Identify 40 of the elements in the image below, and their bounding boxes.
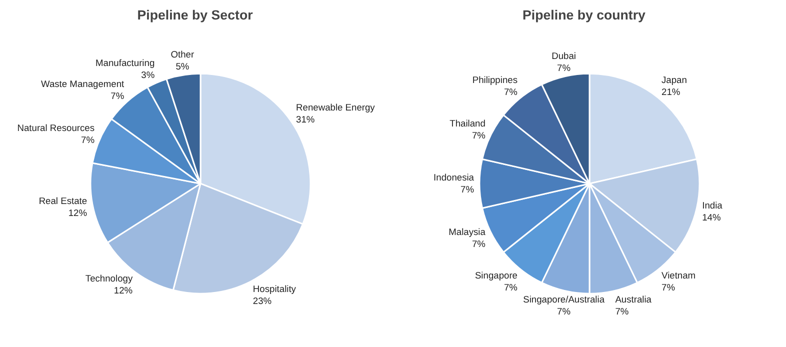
data-label: 12% (114, 286, 133, 296)
data-label: 7% (504, 282, 518, 292)
data-label: 23% (252, 296, 272, 306)
data-label: 7% (472, 238, 486, 249)
slice-label: Vietnam (662, 270, 696, 280)
data-label: 7% (557, 62, 571, 73)
chart-title: Pipeline by Sector (137, 8, 253, 22)
data-label: 7% (460, 184, 474, 195)
data-label: 5% (176, 61, 190, 72)
data-label: 7% (662, 282, 675, 292)
slice-label: Natural Resources (17, 123, 95, 134)
slice-label: Thailand (450, 118, 486, 128)
data-label: 7% (81, 135, 94, 146)
slice-label: Hospitality (252, 284, 296, 294)
slice-label: Real Estate (38, 196, 88, 206)
data-label: 21% (662, 86, 680, 97)
data-label: 12% (68, 208, 88, 218)
slice-label: Other (170, 49, 194, 60)
slice-label: Singapore/Australia (523, 294, 606, 304)
data-label: 7% (615, 306, 629, 316)
data-label: 31% (296, 114, 315, 124)
data-label: 7% (504, 86, 518, 97)
slice-label: Technology (85, 274, 133, 284)
slice-label: Manufacturing (96, 58, 155, 68)
slice-label: Philippines (472, 74, 518, 85)
slice-label: Singapore (474, 270, 518, 280)
data-label: 3% (141, 70, 155, 80)
slice-label: Renewable Energy (296, 102, 376, 112)
data-label: 7% (110, 90, 124, 101)
slice-label: Japan (662, 74, 687, 85)
slice-label: Waste Management (40, 78, 125, 89)
data-label: 14% (702, 212, 721, 222)
slice-label: India (702, 200, 724, 210)
data-label: 7% (472, 130, 486, 140)
slice-label: Indonesia (434, 172, 475, 183)
slice-label: Dubai (552, 50, 576, 61)
chart-title: Pipeline by country (522, 8, 646, 22)
slice-label: Australia (615, 294, 652, 304)
slice-label: Malaysia (448, 226, 486, 237)
data-label: 7% (557, 306, 571, 316)
